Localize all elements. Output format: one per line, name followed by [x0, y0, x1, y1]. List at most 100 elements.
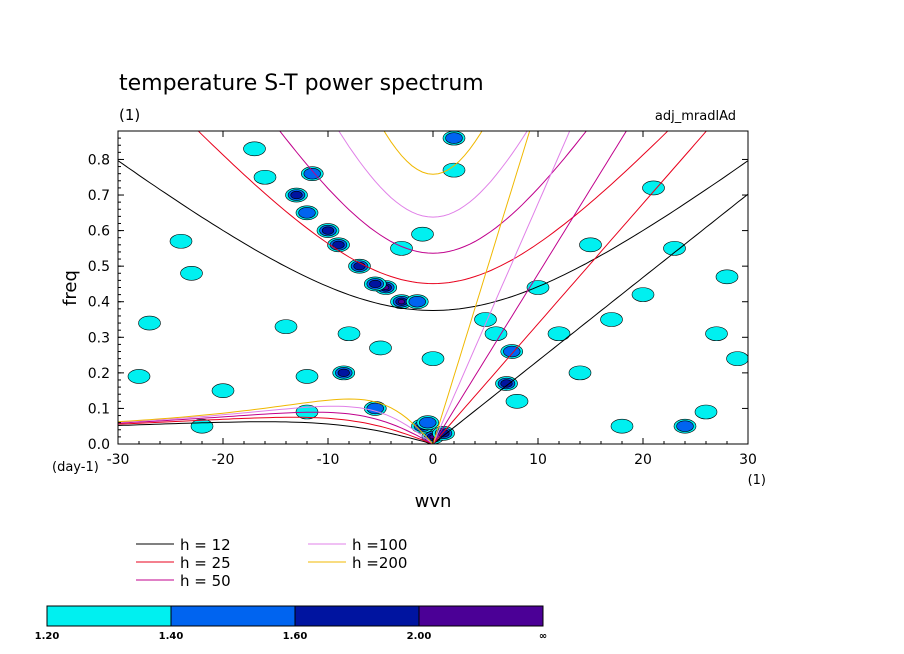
- contour-blob: [505, 394, 529, 409]
- gravity-curve: [279, 131, 587, 254]
- colorbar-label: ∞: [539, 631, 547, 642]
- x-tick-label: -10: [317, 452, 340, 468]
- y-tick-label: 0.6: [88, 224, 110, 240]
- kelvin-curve: [432, 131, 571, 444]
- contour-blob: [421, 351, 445, 366]
- colorbar-segment: [294, 605, 420, 627]
- chart-subtitle-right: adj_mradlAd: [655, 109, 736, 124]
- contour-blob: [526, 280, 550, 295]
- contour-blob: [416, 415, 440, 430]
- y-axis-label: freq: [60, 270, 81, 306]
- contour-blob: [442, 131, 466, 146]
- contour-blob: [673, 418, 697, 434]
- y-tick-label: 0.8: [88, 152, 110, 168]
- legend-label: h = 25: [180, 554, 231, 572]
- contour-blob: [190, 418, 214, 434]
- colorbar-label: 1.40: [159, 631, 184, 642]
- gravity-curve: [197, 131, 669, 285]
- y-tick-label: 0.3: [88, 330, 110, 346]
- rossby-curve: [118, 411, 434, 444]
- y-unit-label: (day-1): [52, 460, 99, 475]
- contour-blob: [169, 233, 193, 249]
- contour-blob: [642, 180, 665, 196]
- contour-blob: [631, 287, 655, 302]
- colorbar-segment: [418, 605, 544, 627]
- contour-blob: [579, 237, 602, 253]
- rossby-curve: [118, 398, 434, 444]
- chart-title: temperature S-T power spectrum: [119, 71, 484, 96]
- contour-blob: [127, 369, 151, 384]
- contour-blob: [274, 319, 298, 334]
- contour-blob: [442, 162, 466, 178]
- contour-blob: [726, 351, 748, 366]
- kelvin-curve: [432, 131, 708, 444]
- contour-blob: [705, 326, 728, 342]
- y-tick-label: 0.5: [88, 259, 110, 275]
- x-tick-label: 10: [529, 452, 547, 468]
- x-tick-label: -20: [212, 452, 235, 468]
- gravity-curve: [383, 131, 483, 175]
- kelvin-curve: [432, 131, 627, 444]
- contour-blob: [610, 418, 634, 434]
- contour-blob: [295, 369, 319, 384]
- contour-blob: [253, 169, 277, 185]
- colorbar-segment: [170, 605, 296, 627]
- colorbar-label: 1.20: [35, 631, 60, 642]
- contour-blob: [316, 223, 340, 238]
- contour-blob: [285, 187, 308, 203]
- plot-frame: [117, 130, 749, 445]
- legend-item: h =200: [308, 554, 407, 572]
- colorbar-label: 1.60: [283, 631, 308, 642]
- x-unit-label: (1): [748, 473, 766, 488]
- contour-blob: [405, 294, 429, 310]
- y-tick-label: 0.0: [88, 437, 110, 453]
- contour-blob: [500, 344, 524, 359]
- legend-item: h =100: [308, 536, 407, 554]
- contour-blob: [715, 269, 739, 285]
- contour-blob: [300, 166, 324, 181]
- kelvin-curve: [432, 131, 531, 444]
- gravity-curve: [338, 131, 528, 218]
- legend-item: h = 50: [136, 572, 231, 590]
- contour-blob: [474, 312, 497, 327]
- y-tick-label: 0.1: [88, 401, 110, 417]
- contour-blob: [243, 141, 266, 157]
- contour-blob: [411, 226, 434, 242]
- legend-label: h = 12: [180, 536, 231, 554]
- chart-subtitle-left: (1): [119, 106, 140, 124]
- colorbar: 1.20 1.40 1.60 2.00 ∞: [35, 605, 547, 642]
- legend-item: h = 12: [136, 536, 231, 554]
- x-tick-label: -30: [107, 452, 130, 468]
- contour-blob: [568, 365, 592, 381]
- colorbar-segment: [46, 605, 172, 627]
- contour-blob: [138, 315, 161, 331]
- x-tick-label: 0: [429, 452, 438, 468]
- contour-blob: [663, 241, 686, 256]
- contour-blob: [180, 265, 203, 281]
- legend-label: h =100: [352, 536, 407, 554]
- rossby-curve: [118, 405, 434, 444]
- contour-blob: [484, 326, 508, 342]
- contour-blob: [363, 276, 387, 292]
- y-tick-label: 0.7: [88, 188, 110, 204]
- contour-blob: [495, 376, 518, 391]
- plot-area: -30 -20 -10 0 10 20 30 0.0 0.1 0.2 0.3 0.4 0.5 0.6 0.7…: [88, 130, 757, 468]
- legend-label: h = 50: [180, 572, 231, 590]
- x-axis-label: wvn: [415, 491, 452, 512]
- colorbar-label: 2.00: [407, 631, 432, 642]
- y-tick-label: 0.4: [88, 295, 110, 311]
- x-tick-label: 20: [634, 452, 652, 468]
- contour-blob: [369, 340, 392, 356]
- contour-blob: [694, 404, 718, 420]
- gravity-curve: [118, 160, 748, 312]
- legend-label: h =200: [352, 554, 407, 572]
- contour-blob: [337, 326, 361, 342]
- contour-blob: [390, 241, 413, 256]
- kelvin-curve: [432, 193, 748, 444]
- rossby-curve: [118, 416, 434, 444]
- contour-blob: [390, 294, 413, 310]
- contour-blob: [211, 383, 235, 398]
- contour-blob: [295, 205, 319, 221]
